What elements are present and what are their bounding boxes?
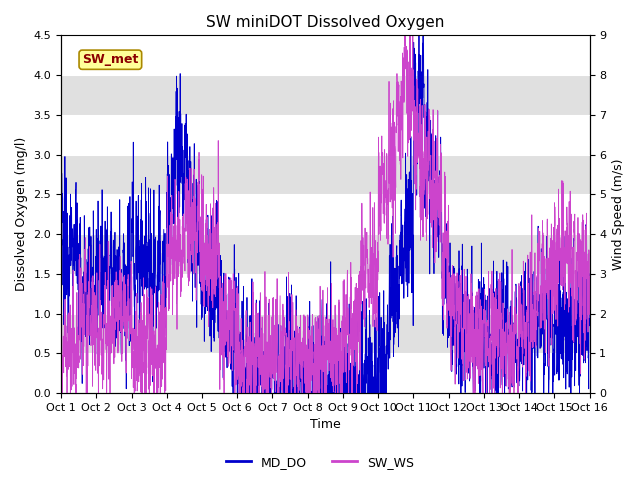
X-axis label: Time: Time (310, 419, 340, 432)
Text: SW_met: SW_met (82, 53, 138, 66)
Title: SW miniDOT Dissolved Oxygen: SW miniDOT Dissolved Oxygen (206, 15, 445, 30)
Bar (61, 234, 589, 274)
Bar (61, 155, 589, 194)
Bar (61, 313, 589, 353)
Y-axis label: Dissolved Oxygen (mg/l): Dissolved Oxygen (mg/l) (15, 137, 28, 291)
Legend: MD_DO, SW_WS: MD_DO, SW_WS (221, 451, 419, 474)
Bar (61, 75, 589, 115)
Y-axis label: Wind Speed (m/s): Wind Speed (m/s) (612, 158, 625, 270)
